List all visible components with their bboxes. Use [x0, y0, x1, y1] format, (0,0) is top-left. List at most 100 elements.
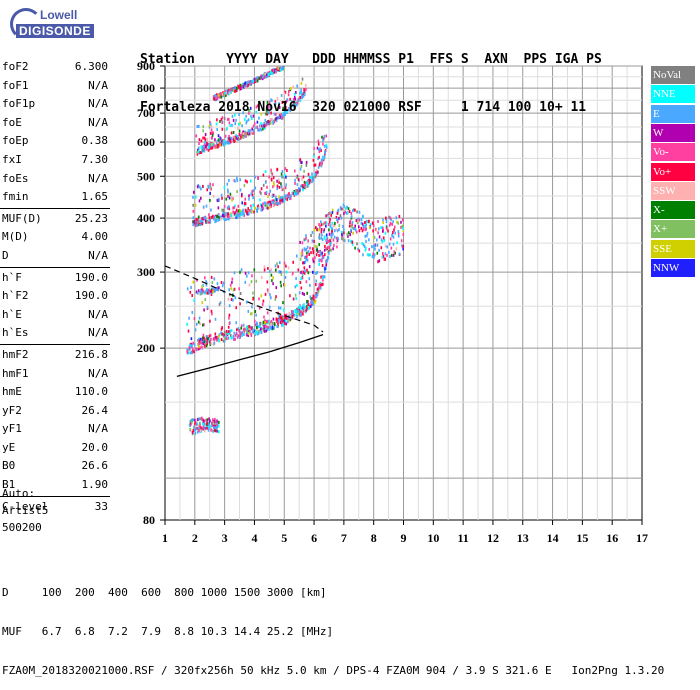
- echo-point: [303, 88, 305, 92]
- echo-point: [277, 265, 279, 269]
- echo-point: [188, 316, 190, 320]
- param-value: 190.0: [74, 270, 108, 284]
- echo-point: [253, 210, 255, 214]
- echo-point: [222, 214, 225, 218]
- echo-point: [303, 266, 306, 270]
- echo-point: [320, 230, 323, 234]
- echo-point: [273, 326, 275, 330]
- echo-point: [310, 304, 312, 308]
- echo-point: [265, 327, 267, 331]
- echo-point: [400, 220, 402, 224]
- echo-point: [322, 155, 324, 159]
- param-name: foF2: [2, 60, 29, 73]
- echo-point: [239, 270, 241, 274]
- echo-point: [299, 99, 302, 103]
- echo-point: [317, 289, 320, 293]
- echo-point: [283, 196, 285, 200]
- echo-point: [241, 192, 243, 196]
- echo-point: [395, 216, 397, 220]
- echo-point: [225, 329, 228, 333]
- echo-point: [258, 116, 260, 120]
- echo-point: [276, 184, 279, 188]
- echo-point: [217, 337, 220, 341]
- echo-point: [198, 417, 200, 421]
- echo-point: [244, 271, 247, 275]
- echo-point: [315, 292, 317, 295]
- echo-point: [239, 121, 241, 125]
- echo-point: [214, 287, 217, 291]
- echo-point: [199, 151, 201, 154]
- echo-point: [228, 316, 230, 320]
- echo-point: [384, 252, 387, 256]
- echo-point: [247, 334, 250, 337]
- echo-point: [362, 243, 365, 247]
- echo-point: [204, 290, 207, 294]
- echo-point: [212, 183, 214, 187]
- echo-point: [351, 242, 354, 246]
- echo-point: [306, 302, 309, 306]
- echo-point: [191, 344, 193, 348]
- echo-point: [248, 132, 251, 136]
- echo-point: [189, 290, 192, 294]
- echo-point: [236, 88, 238, 92]
- echo-point: [315, 279, 317, 283]
- echo-point: [328, 228, 330, 232]
- echo-point: [249, 330, 251, 334]
- echo-point: [198, 425, 201, 429]
- param-value: 1.90: [81, 478, 109, 492]
- echo-point: [300, 253, 303, 257]
- echo-point: [225, 215, 227, 219]
- echo-point: [217, 206, 220, 210]
- echo-point: [242, 212, 245, 216]
- echo-point: [232, 336, 235, 340]
- echo-point: [341, 233, 343, 237]
- y-tick-label: 700: [137, 106, 155, 120]
- echo-point: [203, 216, 205, 220]
- echo-point: [228, 304, 231, 308]
- echo-point: [196, 223, 199, 227]
- echo-point: [365, 239, 367, 243]
- echo-point: [191, 351, 193, 355]
- echo-point: [382, 236, 385, 240]
- echo-point: [230, 131, 233, 135]
- echo-point: [270, 327, 273, 331]
- echo-point: [243, 184, 246, 188]
- echo-point: [228, 205, 230, 209]
- echo-point: [289, 108, 291, 112]
- echo-point: [246, 180, 248, 184]
- echo-point: [264, 170, 267, 174]
- echo-point: [211, 133, 214, 137]
- echo-point: [344, 239, 346, 243]
- echo-point: [320, 275, 322, 279]
- echo-point: [270, 70, 272, 74]
- echo-point: [219, 139, 222, 143]
- echo-point: [330, 236, 333, 240]
- echo-point: [238, 113, 240, 116]
- echo-point: [283, 187, 285, 191]
- echo-point: [377, 231, 379, 235]
- echo-point: [191, 420, 193, 424]
- param-name: MUF(D): [2, 211, 42, 225]
- echo-point: [270, 268, 273, 272]
- echo-point: [314, 175, 317, 179]
- echo-point: [303, 91, 305, 95]
- echo-point: [205, 280, 207, 284]
- echo-point: [270, 202, 273, 206]
- echo-point: [384, 244, 387, 248]
- echo-point: [267, 74, 269, 78]
- echo-point: [242, 136, 244, 139]
- echo-point: [316, 170, 319, 174]
- echo-point: [199, 185, 201, 189]
- echo-point: [321, 276, 324, 280]
- echo-point: [235, 208, 238, 212]
- echo-point: [297, 309, 299, 313]
- echo-point: [250, 312, 252, 316]
- echo-point: [256, 120, 259, 124]
- echo-point: [229, 136, 232, 140]
- scaled-parameters-panel: foF2 6.300 foF1 N/A foF1p N/A foE N/A foEp 0.38 fx…: [0, 58, 112, 516]
- echo-point: [361, 222, 364, 226]
- echo-point: [241, 334, 243, 338]
- echo-point: [272, 193, 275, 197]
- echo-point: [278, 316, 280, 320]
- echo-point: [284, 314, 286, 317]
